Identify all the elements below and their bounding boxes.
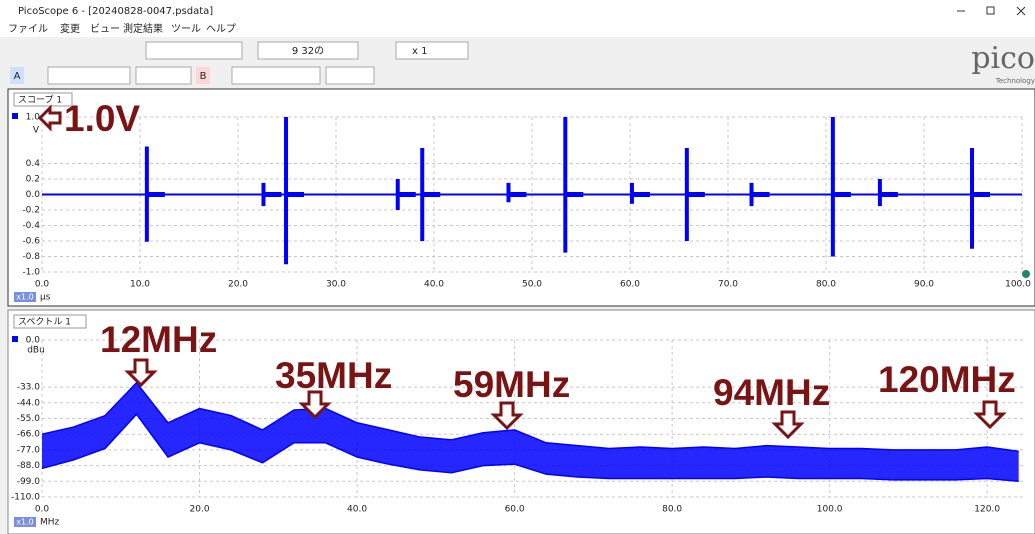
range-a[interactable] — [47, 66, 131, 85]
y-tick-label: -55.0 — [17, 414, 41, 424]
menu-item[interactable]: 変更 — [60, 22, 80, 35]
y-unit: V — [33, 126, 40, 136]
y-tick-label: -77.0 — [17, 445, 41, 455]
y-tick-label: 0.0 — [26, 190, 41, 200]
y-tick-label: -0.2 — [22, 206, 40, 216]
x-tick-label: 70.0 — [718, 280, 738, 290]
y-tick-label: -33.0 — [17, 383, 41, 393]
menu-bar — [0, 20, 1035, 37]
zoom-label: x1.0 — [16, 293, 33, 302]
x-unit: μs — [40, 293, 51, 303]
y-tick-label: -0.6 — [22, 237, 40, 247]
scope-panel — [7, 88, 1035, 307]
x-tick-label: 90.0 — [914, 280, 934, 290]
tab-label: スペクトル 1 — [18, 317, 71, 328]
spectrum-upper — [41, 381, 1019, 453]
annotation: 12MHz — [100, 319, 217, 360]
annotation: 1.0V — [64, 98, 140, 139]
x-tick-label: 20.0 — [190, 505, 210, 515]
zoom-value: x 1 — [412, 46, 427, 57]
logo: pico — [971, 41, 1035, 76]
arrow — [771, 410, 805, 440]
y-tick-label: 0.0 — [26, 336, 41, 346]
y-tick-label: -88.0 — [17, 461, 41, 471]
y-tick-label: -0.4 — [22, 221, 40, 231]
annotation: 59MHz — [453, 364, 570, 405]
y-tick-label: -110.0 — [11, 493, 40, 503]
spectrum-fill — [42, 382, 1019, 482]
arrow — [973, 400, 1007, 430]
annotation: 94MHz — [713, 372, 830, 413]
channel-marker — [12, 113, 18, 119]
y-tick-label: 0.4 — [26, 159, 41, 169]
menu-item[interactable]: ヘルプ — [206, 23, 236, 35]
range-b[interactable] — [231, 66, 321, 85]
x-tick-label: 100.0 — [1005, 280, 1031, 290]
capture-box[interactable] — [257, 41, 359, 60]
annotation: 120MHz — [878, 359, 1016, 400]
coupling-b[interactable] — [325, 66, 375, 85]
close-button[interactable] — [1016, 6, 1026, 16]
arrow — [298, 390, 332, 420]
arrow — [490, 401, 524, 431]
x-tick-label: 10.0 — [130, 280, 150, 290]
x-tick-label: 0.0 — [35, 505, 50, 515]
channel-a-button[interactable] — [10, 67, 24, 84]
channel-b: B — [200, 71, 207, 82]
dropdown[interactable] — [145, 41, 243, 60]
x-tick-label: 80.0 — [816, 280, 836, 290]
x-tick-label: 20.0 — [228, 280, 248, 290]
channel-a: A — [14, 71, 21, 82]
y-tick-label: 1.0 — [26, 113, 41, 123]
x-tick-label: 0.0 — [35, 280, 50, 290]
capture-count: 9 32の — [292, 46, 324, 57]
y-tick-label: -44.0 — [17, 398, 41, 408]
x-tick-label: 30.0 — [326, 280, 346, 290]
coupling-a[interactable] — [135, 66, 192, 85]
maximize-button[interactable] — [986, 6, 995, 15]
x-tick-label: 60.0 — [620, 280, 640, 290]
menu-item[interactable]: 測定結果 — [123, 22, 163, 35]
y-tick-label: -66.0 — [17, 430, 41, 440]
trigger-marker — [1022, 270, 1030, 278]
tab-label: スコープ 1 — [18, 95, 62, 106]
zoom-badge — [14, 292, 36, 302]
y-tick-label: -99.0 — [17, 477, 41, 487]
y-tick-label: 0.2 — [26, 175, 40, 185]
menu-item[interactable]: ツール — [171, 24, 201, 35]
spectrum-lower — [41, 413, 1019, 483]
zoom-badge — [14, 517, 36, 527]
tab[interactable] — [13, 92, 73, 107]
annotation: 35MHz — [275, 355, 392, 396]
y-unit: dBu — [27, 346, 45, 356]
x-tick-label: 80.0 — [662, 505, 682, 515]
zoom-box[interactable] — [395, 41, 469, 60]
window-title: PicoScope 6 - [20240828-0047.psdata] — [18, 6, 213, 17]
logo-tagline: Technology — [995, 77, 1035, 85]
x-tick-label: 40.0 — [347, 505, 367, 515]
channel-marker — [12, 336, 18, 342]
y-tick-label: -0.8 — [22, 252, 40, 262]
arrow — [37, 104, 62, 132]
x-tick-label: 50.0 — [522, 280, 542, 290]
menu-item[interactable]: ファイル — [8, 24, 48, 35]
zoom-label: x1.0 — [16, 518, 33, 527]
x-tick-label: 120.0 — [974, 505, 1000, 515]
menu-item[interactable]: ビュー — [90, 23, 120, 35]
x-tick-label: 40.0 — [424, 280, 444, 290]
channel-b-button[interactable] — [196, 67, 210, 84]
tab[interactable] — [13, 314, 87, 329]
x-unit: MHz — [40, 518, 60, 528]
x-tick-label: 60.0 — [505, 505, 525, 515]
arrow — [124, 358, 158, 388]
title-bar — [0, 0, 1035, 20]
y-tick-label: -1.0 — [22, 268, 40, 278]
x-tick-label: 100.0 — [817, 505, 843, 515]
